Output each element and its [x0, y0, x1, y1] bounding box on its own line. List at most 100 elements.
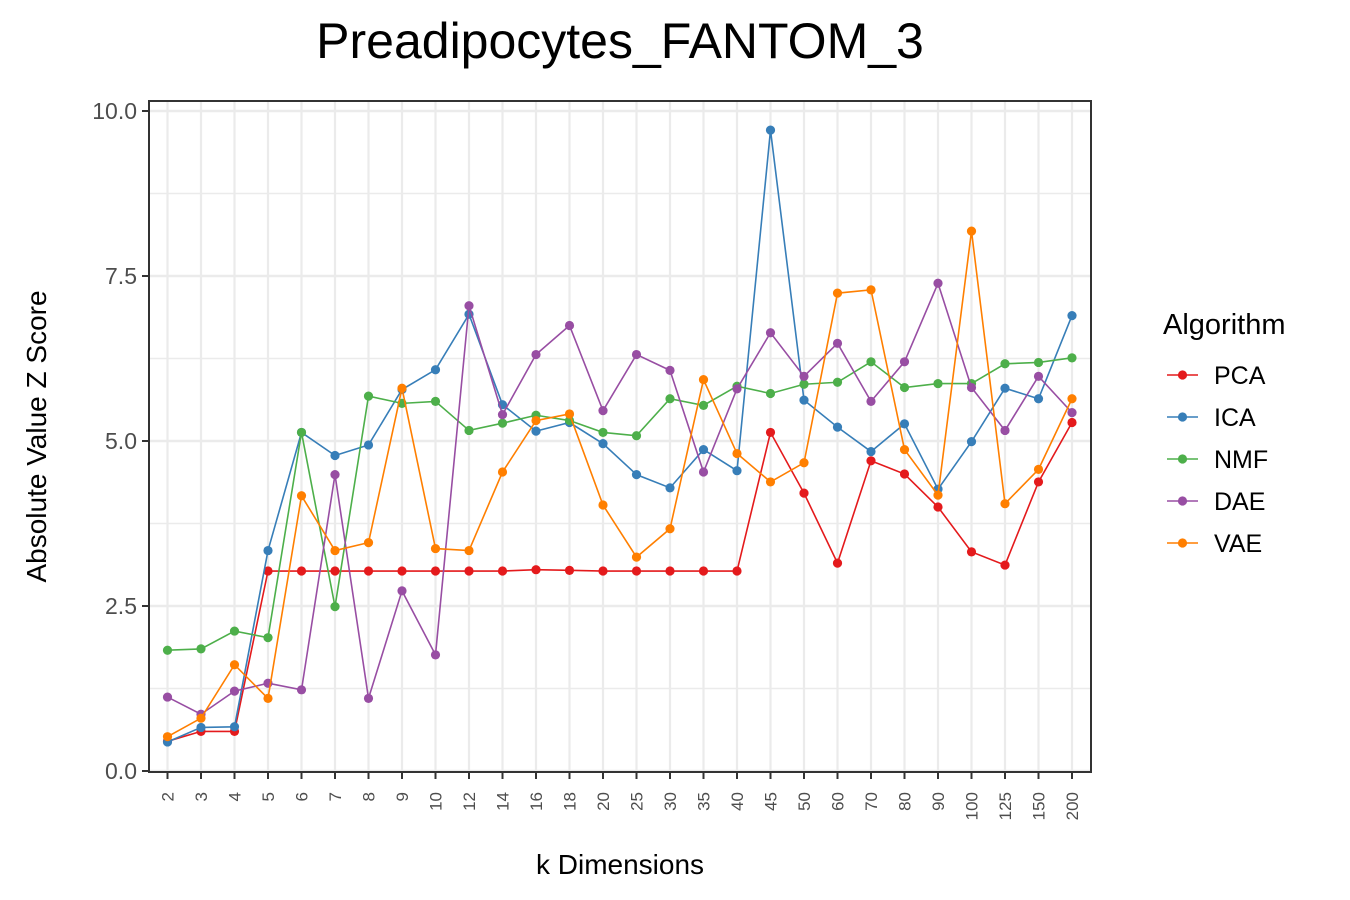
legend-key-point	[1177, 538, 1188, 548]
data-point	[698, 467, 709, 477]
data-point	[397, 383, 407, 393]
data-point	[665, 483, 675, 493]
data-point	[631, 470, 642, 480]
data-point	[296, 685, 307, 695]
legend-item-vae: VAE	[1167, 530, 1262, 558]
legend-title: Algorithm	[1163, 309, 1286, 341]
data-point	[296, 566, 307, 576]
data-point	[1033, 357, 1044, 368]
data-point	[162, 732, 173, 742]
data-point	[1033, 464, 1044, 474]
legend-label: DAE	[1214, 488, 1265, 516]
data-point	[966, 437, 977, 447]
x-tick-label: 18	[561, 792, 580, 811]
data-point	[330, 470, 340, 480]
data-point	[1000, 383, 1010, 393]
data-point	[899, 419, 910, 429]
data-point	[363, 538, 374, 548]
data-point	[899, 444, 910, 455]
data-point	[363, 391, 374, 401]
x-tick-label: 100	[963, 792, 982, 820]
x-tick-label: 50	[795, 792, 814, 811]
x-tick-label: 10	[427, 792, 446, 811]
data-point	[263, 545, 273, 556]
data-point	[765, 388, 776, 399]
data-point	[799, 458, 809, 468]
data-point	[229, 660, 240, 670]
series-dae	[162, 278, 1077, 719]
data-point	[665, 365, 675, 375]
data-point	[1000, 499, 1010, 509]
data-point	[564, 565, 575, 575]
data-point	[631, 431, 642, 441]
data-point	[832, 558, 843, 568]
data-point	[966, 382, 977, 393]
data-point	[531, 349, 541, 360]
data-point	[698, 566, 709, 576]
data-point	[631, 349, 642, 360]
data-point	[162, 645, 173, 655]
data-point	[464, 425, 474, 436]
axes: 0.02.55.07.510.02 3 4 5 6 7 8 9 10 12 14 16 18 20 25 30…	[92, 98, 1082, 820]
data-point	[1033, 477, 1044, 487]
series-line-dae	[167, 280, 1073, 716]
data-point	[866, 446, 876, 457]
x-axis-title: k Dimensions	[536, 849, 704, 880]
series-ica	[162, 125, 1077, 747]
x-tick-label: 150	[1030, 792, 1049, 820]
data-point	[430, 650, 441, 660]
data-point	[296, 491, 307, 501]
data-point	[1067, 353, 1077, 363]
legend-item-dae: DAE	[1167, 488, 1265, 516]
data-point	[464, 545, 474, 556]
chart-title: Preadipocytes_FANTOM_3	[316, 13, 924, 69]
data-point	[799, 371, 809, 381]
y-tick-label: 7.5	[105, 263, 137, 289]
data-point	[933, 502, 943, 512]
legend-label: NMF	[1214, 446, 1268, 474]
data-point	[732, 466, 742, 476]
data-point	[1000, 425, 1010, 436]
legend-item-nmf: NMF	[1167, 446, 1268, 474]
data-point	[397, 566, 407, 576]
panel-border	[148, 100, 1092, 773]
data-point	[732, 566, 742, 576]
data-point	[330, 602, 340, 612]
data-point	[330, 450, 340, 461]
x-tick-label: 60	[829, 792, 848, 811]
data-point	[564, 320, 575, 331]
data-point	[196, 713, 206, 723]
data-point	[598, 427, 608, 438]
x-tick-label: 45	[762, 792, 781, 811]
data-point	[832, 288, 843, 298]
data-point	[732, 384, 742, 394]
legend-label: ICA	[1214, 404, 1256, 432]
data-point	[162, 692, 173, 702]
data-point	[933, 490, 943, 500]
legend: Algorithm PCA ICA NMF DAE VAE	[1163, 309, 1286, 558]
data-point	[1067, 394, 1077, 404]
x-tick-label: 9	[393, 792, 412, 801]
data-point	[598, 406, 608, 416]
data-point	[866, 285, 876, 295]
data-point	[430, 396, 441, 406]
data-point	[866, 357, 876, 367]
data-point	[363, 693, 374, 704]
data-point	[263, 566, 273, 576]
y-tick-label: 5.0	[105, 428, 137, 454]
data-point	[229, 626, 240, 636]
y-tick-label: 10.0	[92, 98, 137, 124]
x-tick-label: 7	[326, 792, 345, 801]
data-point	[531, 565, 541, 575]
y-tick-label: 2.5	[105, 593, 137, 619]
data-point	[397, 586, 407, 596]
x-tick-label: 200	[1063, 792, 1082, 820]
data-point	[1000, 560, 1010, 570]
legend-key-point	[1177, 370, 1188, 380]
data-point	[698, 444, 709, 455]
data-point	[966, 547, 977, 557]
x-tick-label: 20	[594, 792, 613, 811]
x-tick-label: 12	[460, 792, 479, 811]
data-point	[430, 365, 441, 375]
data-point	[665, 524, 675, 534]
